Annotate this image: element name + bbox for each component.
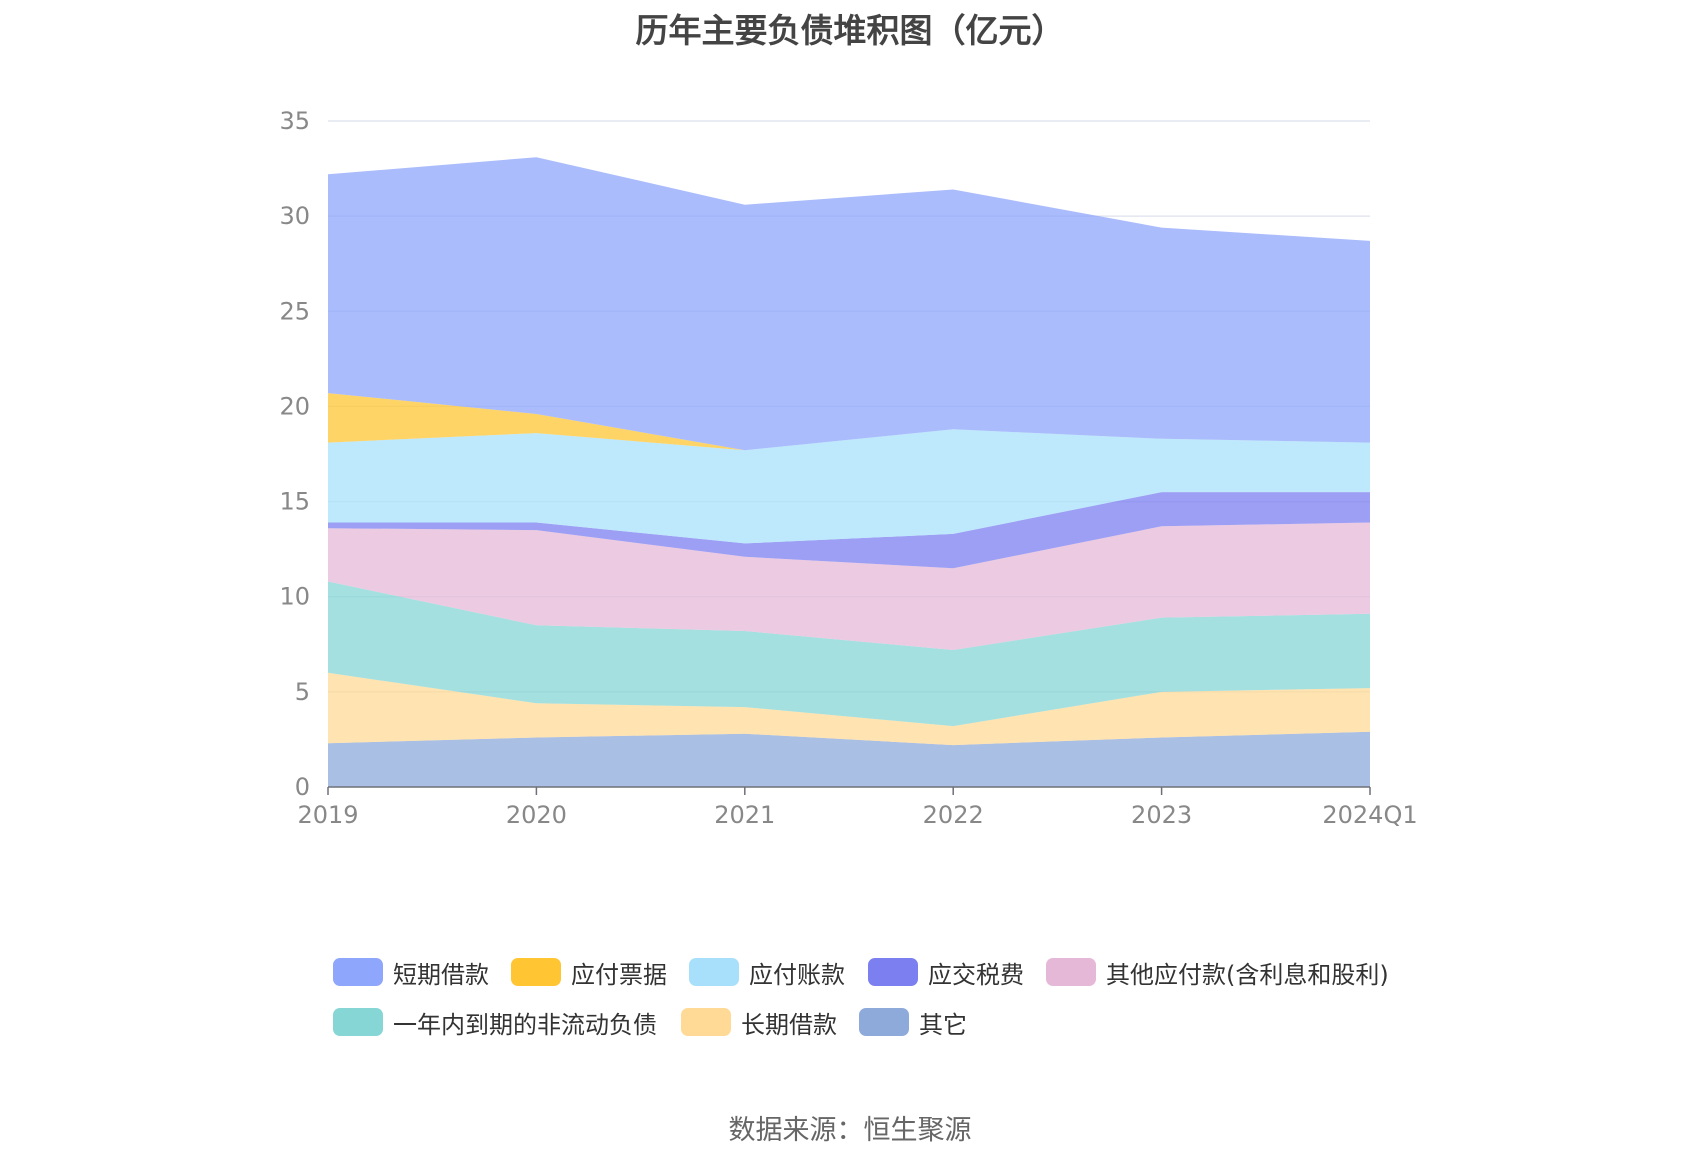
legend-label: 长期借款 [741, 1010, 837, 1039]
legend-item[interactable]: 应交税费 [868, 955, 1024, 989]
legend-label: 应交税费 [928, 960, 1024, 989]
axes: 0 5 10 15 20 25 30 35 2019 2020 2021 2022 2023 2024Q1 [279, 107, 1417, 829]
x-tick-label: 2020 [506, 801, 567, 829]
legend-label: 其它 [919, 1010, 967, 1039]
x-tick-label: 2021 [714, 801, 775, 829]
chart-title: 历年主要负债堆积图（亿元） [635, 11, 1065, 50]
x-tick-label: 2024Q1 [1322, 801, 1417, 829]
source-note: 数据来源：恒生聚源 [728, 1115, 972, 1146]
area-series [328, 492, 1370, 569]
x-tick-label: 2022 [923, 801, 984, 829]
area-series-group [328, 157, 1370, 787]
legend-swatch [681, 1008, 731, 1036]
x-tick-label: 2023 [1131, 801, 1192, 829]
y-tick-label: 0 [295, 773, 310, 801]
legend-item[interactable]: 短期借款 [333, 955, 489, 989]
y-tick-label: 35 [279, 107, 310, 135]
legend-item[interactable]: 应付账款 [689, 955, 845, 989]
legend-swatch [333, 958, 383, 986]
legend-label: 短期借款 [393, 960, 489, 989]
legend-item[interactable]: 其它 [859, 1005, 967, 1039]
legend-swatch [511, 958, 561, 986]
y-tick-label: 25 [279, 297, 310, 325]
area-series [328, 672, 1370, 746]
legend-swatch [689, 958, 739, 986]
y-tick-label: 5 [295, 678, 310, 706]
y-tick-label: 30 [279, 202, 310, 230]
legend-item[interactable]: 一年内到期的非流动负债 [333, 1005, 657, 1039]
y-tick-label: 15 [279, 488, 310, 516]
legend-item[interactable]: 应付票据 [511, 955, 667, 989]
area-series [328, 157, 1370, 451]
legend-label: 其他应付款(含利息和股利) [1106, 960, 1389, 989]
legend-swatch [333, 1008, 383, 1036]
legend-label: 应付账款 [749, 960, 845, 989]
legend-swatch [868, 958, 918, 986]
area-series [328, 731, 1370, 787]
legend-swatch [1046, 958, 1096, 986]
legend-swatch [859, 1008, 909, 1036]
y-tick-label: 20 [279, 392, 310, 420]
legend-label: 应付票据 [571, 960, 667, 989]
area-series [328, 393, 1370, 451]
area-series [328, 522, 1370, 650]
legend-item[interactable]: 长期借款 [681, 1005, 837, 1039]
area-series [328, 429, 1370, 544]
x-tick-label: 2019 [297, 801, 358, 829]
legend-label: 一年内到期的非流动负债 [393, 1010, 657, 1039]
legend-item[interactable]: 其他应付款(含利息和股利) [1046, 955, 1389, 989]
y-tick-label: 10 [279, 583, 310, 611]
area-series [328, 581, 1370, 727]
